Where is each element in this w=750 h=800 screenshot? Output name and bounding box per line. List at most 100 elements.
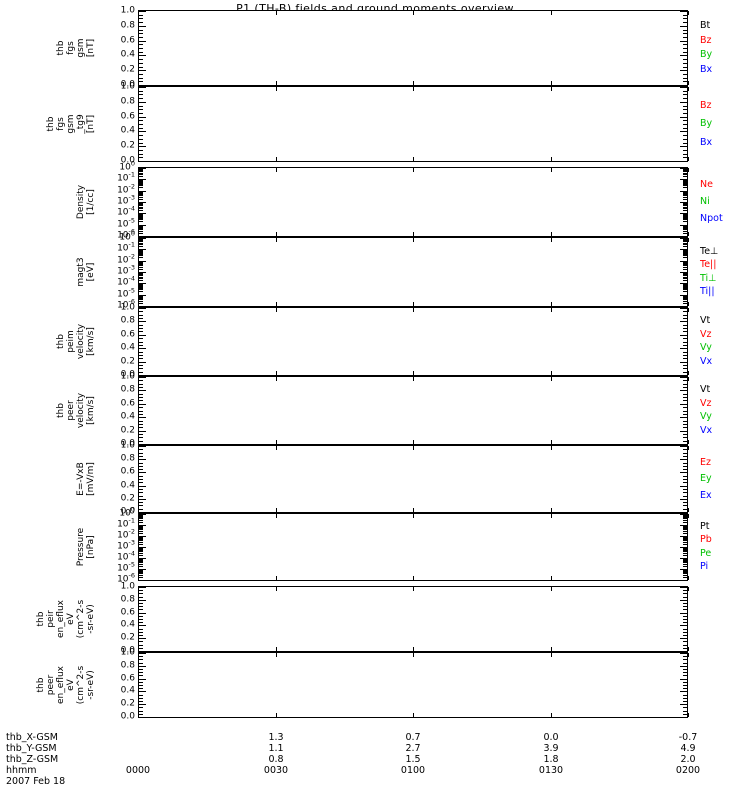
panel-pressure[interactable]	[138, 513, 688, 581]
axis-tick	[139, 52, 143, 53]
axis-tick	[683, 183, 687, 184]
legend-item-Ex[interactable]: Ex	[700, 489, 712, 501]
axis-tick	[139, 219, 143, 220]
legend-item-Vz[interactable]: Vz	[700, 397, 712, 409]
legend-item-By[interactable]: By	[700, 49, 713, 61]
legend-item-Ey[interactable]: Ey	[700, 473, 712, 484]
y-tick-label: 1.0	[120, 440, 135, 451]
axis-tick	[683, 441, 687, 442]
axis-tick	[139, 120, 143, 121]
legend-item-Vz[interactable]: Vz	[700, 328, 712, 340]
axis-tick	[139, 262, 143, 263]
y-tick-label: 0.4	[120, 49, 135, 60]
legend-item-Bz[interactable]: Bz	[700, 34, 712, 46]
axis-tick	[683, 656, 687, 657]
panel-peir-en-eflux[interactable]	[138, 586, 688, 652]
legend-item-Te[interactable]: Te⊥	[700, 245, 719, 257]
axis-tick	[139, 672, 143, 673]
panel-peer-velocity[interactable]	[138, 376, 688, 445]
axis-tick	[683, 81, 687, 82]
legend-item-Vy[interactable]: Vy	[700, 411, 712, 423]
x-axis-tick	[551, 713, 552, 717]
axis-tick	[139, 202, 146, 203]
axis-tick	[683, 225, 687, 226]
axis-tick	[139, 526, 143, 527]
axis-tick	[139, 434, 143, 435]
axis-tick	[139, 394, 143, 395]
panel-peer-en-eflux[interactable]	[138, 652, 688, 718]
panel-peim-velocity[interactable]	[138, 307, 688, 376]
axis-tick	[139, 146, 146, 147]
x-axis-tick	[138, 81, 139, 85]
axis-tick	[139, 203, 143, 204]
axis-tick	[139, 26, 146, 27]
axis-tick	[683, 517, 687, 518]
y-tick-label: 0.2	[120, 140, 135, 151]
legend-item-Bx[interactable]: Bx	[700, 64, 713, 76]
axis-tick	[139, 226, 143, 227]
axis-tick	[680, 283, 687, 284]
axis-tick	[683, 645, 687, 646]
panel-density[interactable]	[138, 167, 688, 237]
axis-tick	[680, 362, 687, 363]
axis-tick	[139, 11, 146, 12]
panel-fgs-gsm[interactable]	[138, 10, 688, 86]
x-axis-tick	[688, 81, 689, 85]
legend-item-Vx[interactable]: Vx	[700, 355, 713, 367]
legend-item-Bt[interactable]: Bt	[700, 19, 711, 31]
axis-tick	[683, 632, 687, 633]
legend-item-Npot[interactable]: Npot	[700, 213, 723, 224]
legend-item-Pb[interactable]: Pb	[700, 534, 712, 546]
legend-item-Vt[interactable]: Vt	[700, 384, 711, 396]
axis-tick	[683, 427, 687, 428]
legend-item-Ni[interactable]: Ni	[700, 196, 710, 207]
axis-tick	[683, 181, 687, 182]
y-tick-label: 0.0	[120, 645, 135, 656]
axis-tick	[683, 120, 687, 121]
axis-tick	[683, 469, 687, 470]
legend-item-Ti[interactable]: Ti||	[700, 286, 715, 298]
legend-item-Pe[interactable]: Pe	[700, 547, 712, 559]
x-axis-tick	[551, 232, 552, 236]
legend-item-Pi[interactable]: Pi	[700, 560, 709, 572]
ephemeris-row-label: thb_X-GSM	[6, 732, 58, 743]
panel-fgs-gsm-tg9[interactable]	[138, 86, 688, 162]
legend-item-Pt[interactable]: Pt	[700, 521, 710, 533]
legend-item-Ne[interactable]: Ne	[700, 179, 713, 190]
panel-magt3[interactable]	[138, 237, 688, 307]
axis-tick	[139, 600, 146, 601]
axis-tick	[680, 131, 687, 132]
y-tick-label: 10-4	[117, 274, 135, 288]
y-tick-label: 0.8	[120, 594, 135, 605]
axis-tick	[683, 94, 687, 95]
legend-item-Te[interactable]: Te||	[700, 259, 717, 271]
legend-item-Ez[interactable]: Ez	[700, 456, 711, 468]
axis-tick	[683, 325, 687, 326]
axis-tick	[683, 562, 687, 563]
axis-tick	[139, 254, 143, 255]
y-axis-title-peer-en-eflux: thb peer en_eflux eV (cm^2-s -sr-eV)	[36, 665, 96, 705]
axis-tick	[139, 150, 143, 151]
axis-tick	[139, 197, 143, 198]
panel-e-vxb[interactable]	[138, 445, 688, 513]
legend-item-Ti[interactable]: Ti⊥	[700, 272, 717, 284]
axis-tick	[139, 669, 143, 670]
axis-tick	[139, 666, 146, 667]
axis-tick	[683, 296, 687, 297]
axis-tick	[139, 275, 143, 276]
axis-tick	[683, 255, 687, 256]
x-axis-tick	[276, 11, 277, 15]
legend-item-Vy[interactable]: Vy	[700, 342, 712, 354]
axis-tick	[139, 520, 143, 521]
y-tick-label: 0.6	[120, 398, 135, 409]
legend-item-By[interactable]: By	[700, 118, 713, 129]
legend-item-Bz[interactable]: Bz	[700, 99, 712, 111]
legend-item-Bx[interactable]: Bx	[700, 136, 713, 148]
axis-tick	[139, 301, 143, 302]
axis-tick	[139, 533, 143, 534]
legend-item-Vt[interactable]: Vt	[700, 315, 711, 327]
x-axis-tick	[551, 11, 552, 15]
legend-item-Vx[interactable]: Vx	[700, 424, 713, 436]
y-tick-label: 10-5	[117, 560, 135, 574]
x-axis-tick	[138, 168, 139, 172]
